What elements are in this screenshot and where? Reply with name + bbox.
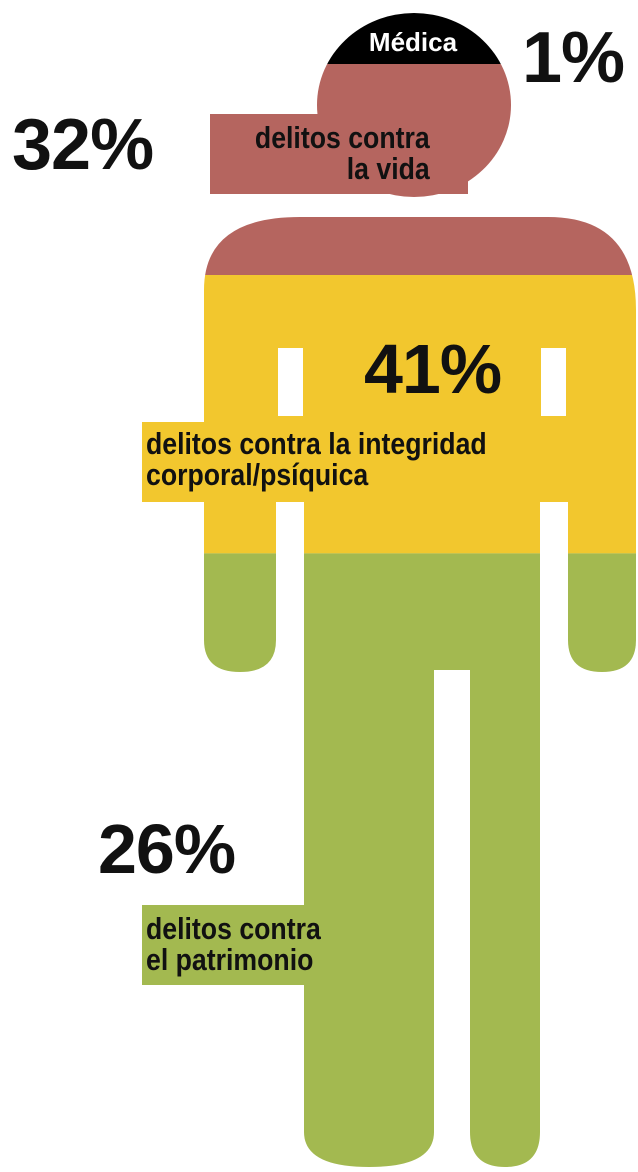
value-label-integridad: 41% (364, 330, 502, 408)
label-patrimonio-line2: el patrimonio (146, 942, 314, 977)
label-integridad-line2: corporal/psíquica (146, 457, 369, 492)
left-arm-gap (278, 348, 303, 416)
slice-patrimonio (204, 553, 636, 1167)
label-integridad: delitos contra la integridad corporal/ps… (146, 428, 487, 490)
label-medica: Médica (368, 27, 458, 57)
value-label-medica: 1% (522, 18, 625, 98)
label-patrimonio: delitos contra el patrimonio (146, 913, 321, 975)
slice-integridad (204, 275, 636, 554)
label-vida: delitos contra la vida (213, 122, 430, 184)
label-vida-line2: la vida (346, 151, 430, 186)
label-bg-integridad (142, 422, 580, 502)
value-label-vida: 32% (12, 105, 154, 185)
value-label-patrimonio: 26% (98, 810, 236, 888)
slice-vida-body (204, 217, 636, 275)
label-vida-line1: delitos contra (254, 120, 430, 155)
label-bg-vida (210, 114, 468, 194)
label-patrimonio-line1: delitos contra (146, 911, 321, 946)
label-integridad-line1: delitos contra la integridad (146, 426, 487, 461)
right-arm-gap (541, 348, 566, 416)
label-bg-patrimonio (142, 905, 364, 985)
